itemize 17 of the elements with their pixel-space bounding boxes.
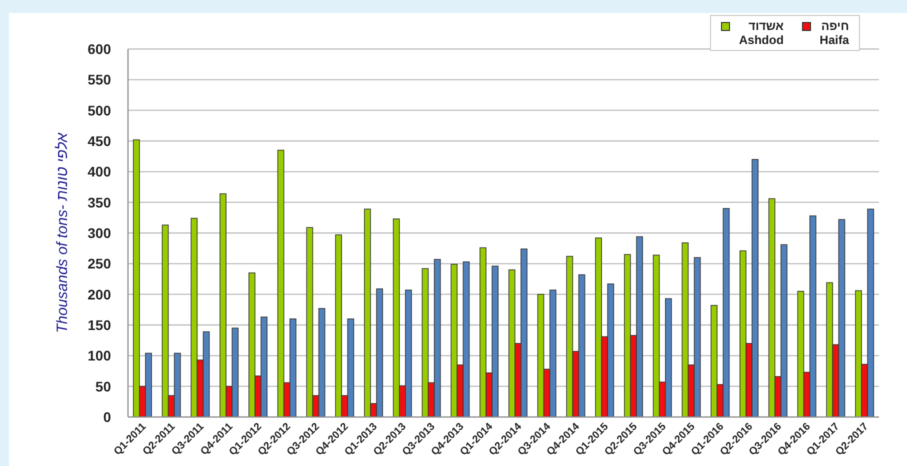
legend-label: אשדוד Ashdod [739,19,784,47]
y-axis-title: Thousands of tons- אלפי טונות [54,132,71,334]
legend: אשדוד Ashdod חיפה Haifa [710,15,860,51]
y-tick-label: 350 [88,194,112,210]
y-tick-label: 450 [88,133,112,149]
y-tick-label: 50 [95,378,112,394]
y-tick-label: 550 [88,72,112,88]
y-tick-label: 500 [88,102,112,118]
y-tick-label: 300 [88,225,112,241]
y-tick-label: 400 [88,164,112,180]
y-tick-label: 100 [88,348,112,364]
y-tick-label: 250 [88,256,112,272]
y-tick-label: 200 [88,286,112,302]
y-tick-label: 0 [103,409,112,425]
y-tick-label: 600 [88,41,112,57]
legend-label: חיפה Haifa [820,19,849,47]
y-tick-label: 150 [88,317,112,333]
